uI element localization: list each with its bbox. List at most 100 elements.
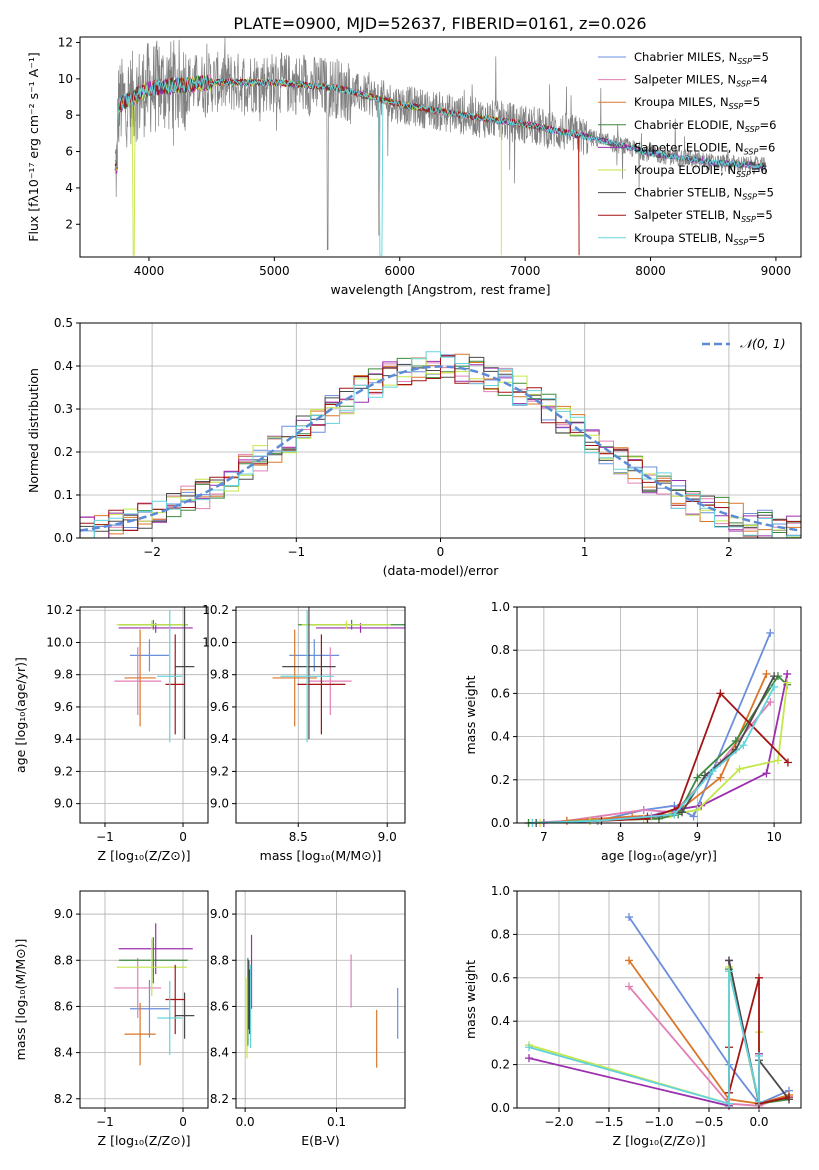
x-tick-label: 10 — [766, 830, 781, 844]
legend-text: =5 — [752, 50, 769, 64]
y-tick-label: 8.6 — [210, 999, 229, 1013]
y-tick-label: 8.6 — [54, 999, 73, 1013]
weight-marker — [525, 1043, 533, 1052]
y-tick-label: 10.0 — [46, 635, 73, 649]
x-tick-label: −1 — [96, 830, 114, 844]
y-axis-label: mass weight — [463, 675, 478, 754]
mass_weight_vs_Z-panel: −2.0 −1.5 −1.0 −0.5 0.0 0.0 0.2 0.4 0.6 0.8 1.0 Z [… — [463, 884, 802, 1148]
weight-marker — [770, 672, 779, 681]
weight-marker — [708, 767, 717, 776]
legend-label-5: Salpeter ELODIE, NSSP=6 — [634, 140, 775, 156]
y-tick-label: 0.4 — [54, 359, 73, 373]
legend-text: =6 — [751, 163, 768, 177]
weight-marker — [766, 628, 775, 637]
weight-marker — [770, 682, 779, 691]
y-tick-label: 0.4 — [491, 1014, 510, 1028]
legend-text: Salpeter STELIB, N — [634, 208, 741, 222]
weight-marker — [766, 698, 775, 707]
legend-subscript: SSP — [729, 102, 744, 111]
weight-marker — [762, 669, 771, 678]
weight-marker — [783, 758, 792, 767]
weight-marker — [725, 967, 733, 976]
y-tick-label: 9.6 — [54, 700, 73, 714]
y-tick-label: 0.6 — [491, 686, 510, 700]
y-tick-label: 0.3 — [54, 402, 73, 416]
weight-marker — [625, 982, 633, 991]
legend-label-8: Salpeter STELIB, NSSP=5 — [634, 208, 773, 224]
x-tick-label: −1 — [96, 1115, 114, 1129]
x-tick-label: 4000 — [134, 264, 165, 278]
x-tick-label: 1 — [581, 545, 589, 559]
y-tick-label: 8.2 — [54, 1092, 73, 1106]
model-spectrum-line-9 — [114, 76, 766, 256]
gaussian-reference-curve — [80, 365, 801, 532]
age_vs_mass-frame — [235, 606, 406, 824]
y-tick-label: 8.4 — [54, 1046, 73, 1060]
x-axis-label: Z [log₁₀(Z/Z⊙)] — [98, 848, 191, 863]
weight-line-1 — [628, 916, 790, 1105]
y-tick-label: 9.4 — [210, 732, 229, 746]
weight-line-6 — [539, 682, 789, 823]
x-tick-label: 8 — [617, 830, 625, 844]
weight-line-9 — [532, 686, 775, 823]
figure-title: PLATE=0900, MJD=52637, FIBERID=0161, z=0… — [233, 14, 646, 33]
y-tick-label: 4 — [65, 181, 73, 195]
gaussian-legend-label: 𝒩(0, 1) — [740, 336, 786, 351]
legend-text: Kroupa MILES, N — [634, 95, 729, 109]
legend-label-6: Kroupa ELODIE, NSSP=6 — [634, 163, 768, 179]
weight-line-9 — [528, 971, 760, 1105]
x-tick-label: 7 — [540, 830, 548, 844]
residuals-panel: −2 −1 0 1 2 0.0 0.1 0.2 0.3 0.4 0.5 (data-model)/er… — [26, 316, 802, 578]
weight-marker — [689, 812, 698, 821]
legend-label-9: Kroupa STELIB, NSSP=5 — [634, 231, 765, 247]
y-tick-label: 9.4 — [54, 732, 73, 746]
x-tick-label: 2 — [725, 545, 733, 559]
x-tick-label: −1.0 — [644, 1115, 673, 1129]
legend-text: Kroupa ELODIE, N — [634, 163, 736, 177]
x-tick-label: 9.0 — [378, 830, 397, 844]
y-tick-label: 0.2 — [491, 1058, 510, 1072]
y-tick-label: 9.0 — [210, 797, 229, 811]
data-spectrum-line — [114, 37, 767, 251]
x-tick-label: 9 — [694, 830, 702, 844]
weight-line-6 — [528, 966, 760, 1105]
legend-subscript: SSP — [736, 170, 751, 179]
y-axis-label: age [log₁₀(age/yr)] — [13, 657, 28, 773]
legend-label-1: Chabrier MILES, NSSP=5 — [634, 50, 769, 66]
x-tick-label: 0 — [179, 830, 187, 844]
x-tick-label: 7000 — [510, 264, 541, 278]
x-axis-label: wavelength [Angstrom, rest frame] — [330, 282, 550, 297]
y-tick-label: 10.2 — [46, 603, 73, 617]
weight-marker — [693, 773, 702, 782]
mass_vs_Z-panel: −1 0 8.2 8.4 8.6 8.8 9.0 Z [log₁₀(Z/Z⊙)] mass [l… — [13, 890, 209, 1148]
weight-marker — [785, 1093, 793, 1102]
legend-subscript: SSP — [741, 215, 756, 224]
x-tick-label: 0 — [179, 1115, 187, 1129]
age_vs_Z-panel: −1 0 9.0 9.2 9.4 9.6 9.8 10.0 10.2 Z [log₁₀(Z/Z⊙)… — [13, 603, 209, 863]
spectrum-panel: 4000 5000 6000 7000 8000 9000 2 4 6 8 10 12 waveleng… — [26, 35, 802, 297]
weight-marker — [693, 806, 702, 815]
legend-text: =6 — [760, 118, 777, 132]
x-axis-label: Z [log₁₀(Z/Z⊙)] — [98, 1133, 191, 1148]
weight-marker — [735, 765, 744, 773]
legend-text: Kroupa STELIB, N — [634, 231, 734, 245]
y-tick-label: 8.4 — [210, 1046, 229, 1060]
mass_weight_vs_Z-frame — [516, 890, 802, 1109]
weight-marker — [716, 773, 725, 782]
x-axis-label: (data-model)/error — [383, 563, 500, 578]
legend-text: Salpeter ELODIE, N — [634, 140, 744, 154]
legend-text: Chabrier STELIB, N — [634, 186, 742, 200]
x-tick-label: −2.0 — [544, 1115, 573, 1129]
y-tick-label: 0.4 — [491, 730, 510, 744]
y-tick-label: 9.2 — [210, 764, 229, 778]
y-tick-label: 9.8 — [210, 668, 229, 682]
x-axis-label: Z [log₁₀(Z/Z⊙)] — [613, 1133, 706, 1148]
weight-marker — [755, 973, 763, 982]
y-tick-label: 10.0 — [202, 635, 229, 649]
y-tick-label: 10 — [58, 72, 73, 86]
mass_vs_ebv-frame — [235, 890, 406, 1109]
legend-label-2: Salpeter MILES, NSSP=4 — [634, 73, 768, 89]
y-tick-label: 1.0 — [491, 600, 510, 614]
weight-marker — [625, 913, 633, 922]
